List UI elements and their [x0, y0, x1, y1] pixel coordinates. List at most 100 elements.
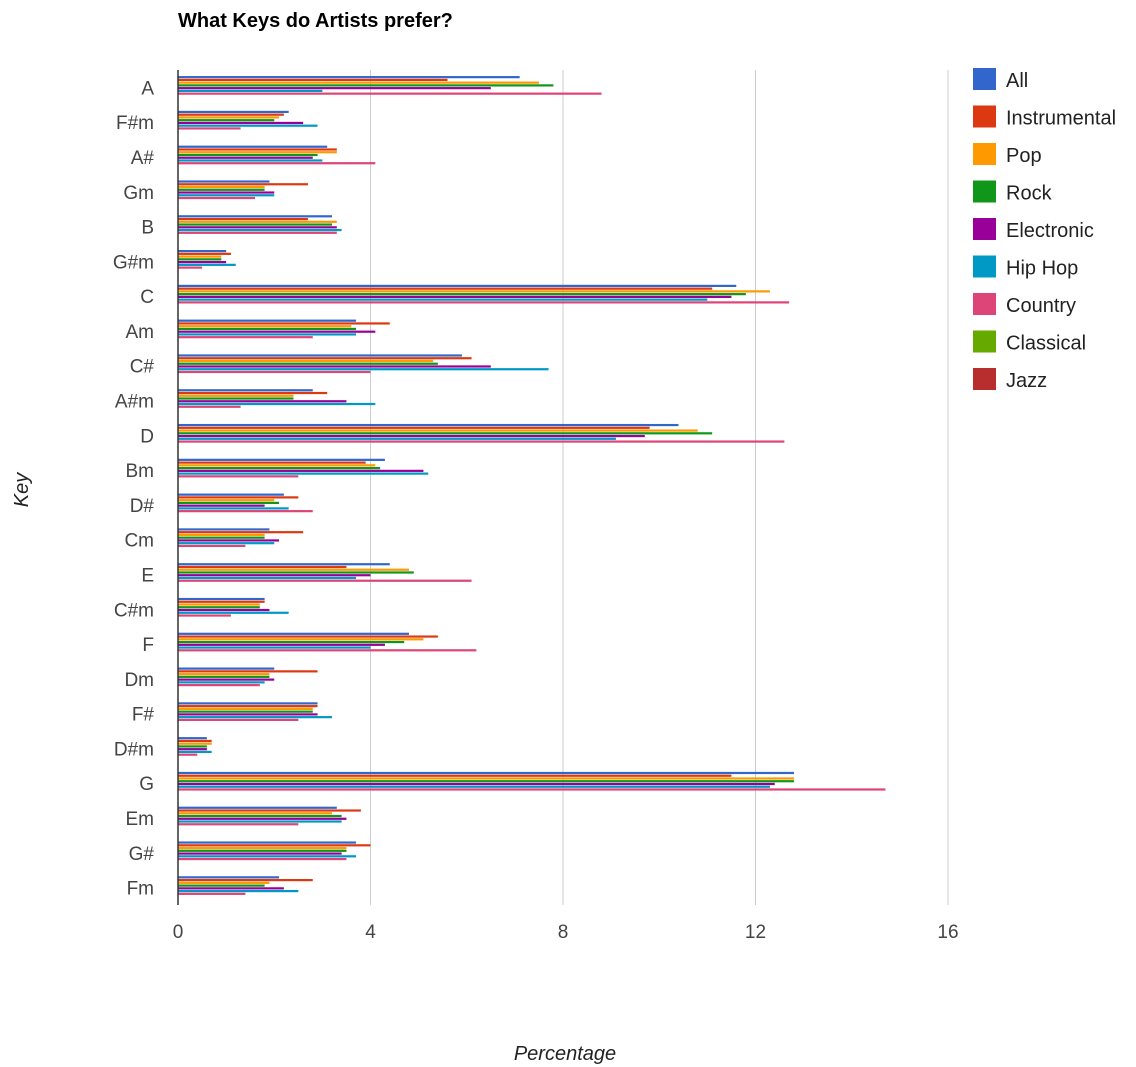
bar — [178, 183, 308, 186]
bar — [178, 841, 357, 844]
bar — [178, 606, 260, 609]
bar — [178, 774, 732, 777]
bar — [178, 568, 409, 571]
bar — [178, 180, 270, 183]
bar — [178, 742, 212, 745]
y-tick-label: G#m — [113, 252, 154, 273]
bar — [178, 231, 337, 234]
bar — [178, 159, 323, 162]
y-tick-label: F#m — [116, 113, 154, 134]
bar — [178, 194, 275, 197]
legend-label: Electronic — [1006, 220, 1094, 242]
bar — [178, 844, 371, 847]
bar — [178, 745, 207, 748]
bar — [178, 461, 366, 464]
bar — [178, 228, 342, 232]
bar — [178, 405, 241, 408]
y-tick-label: Bm — [126, 461, 155, 482]
bar — [178, 710, 313, 713]
bar — [178, 295, 732, 298]
legend-label: Instrumental — [1006, 108, 1116, 130]
bar — [178, 226, 337, 229]
bar — [178, 191, 275, 194]
bar — [178, 319, 357, 322]
bar — [178, 469, 424, 472]
y-tick-label: Gm — [123, 183, 154, 204]
bar — [178, 357, 472, 360]
gridlines — [370, 70, 949, 905]
legend-label: Pop — [1006, 145, 1042, 167]
bar — [178, 579, 472, 582]
bar — [178, 78, 448, 81]
bar — [178, 258, 222, 261]
bar — [178, 681, 265, 684]
bar — [178, 852, 342, 855]
legend-swatch — [973, 218, 996, 240]
bar — [178, 611, 289, 614]
bar — [178, 536, 265, 539]
bar — [178, 565, 347, 569]
legend-label: Jazz — [1006, 370, 1047, 392]
bar — [178, 884, 265, 887]
legend-swatch — [973, 105, 996, 128]
y-tick-label: D# — [130, 496, 155, 517]
bar — [178, 359, 434, 363]
bar — [178, 92, 602, 95]
bar — [178, 632, 409, 635]
bar — [178, 119, 275, 122]
bar — [178, 185, 265, 189]
bar — [178, 876, 280, 879]
bar — [178, 574, 371, 577]
bar — [178, 250, 227, 253]
bar — [178, 391, 328, 395]
bar — [178, 640, 405, 644]
bar — [178, 750, 212, 754]
bar — [178, 753, 198, 756]
bar — [178, 196, 255, 200]
bar — [178, 881, 270, 884]
x-tick-labels: 0 4 8 12 16 — [173, 922, 959, 943]
bar — [178, 263, 236, 266]
y-tick-label: Em — [126, 809, 155, 830]
bar — [178, 501, 280, 504]
x-tick-label: 0 — [173, 922, 184, 943]
bar — [178, 493, 284, 496]
y-tick-label: A#m — [115, 392, 154, 413]
bar — [178, 788, 886, 791]
x-tick-label: 4 — [365, 922, 376, 943]
bar — [178, 533, 265, 537]
bar — [178, 322, 390, 325]
bar — [178, 87, 491, 90]
bar — [178, 330, 376, 333]
bar — [178, 887, 284, 890]
y-tick-label: C — [140, 287, 154, 308]
bar — [178, 785, 770, 788]
bar — [178, 716, 332, 719]
bar — [178, 301, 790, 304]
bar — [178, 145, 328, 148]
bar — [178, 127, 241, 130]
bar — [178, 603, 260, 606]
bar — [178, 475, 299, 478]
y-tick-label: A — [141, 78, 154, 99]
legend: All Instrumental Pop Rock Electronic Hip Hop C… — [973, 68, 1116, 392]
bar — [178, 287, 713, 290]
bar — [178, 362, 438, 365]
y-tick-label: D#m — [114, 739, 154, 760]
bar — [178, 290, 770, 293]
legend-label: Classical — [1006, 333, 1086, 355]
bar — [178, 879, 313, 882]
bar — [178, 737, 207, 740]
x-tick-label: 16 — [937, 922, 958, 943]
bar — [178, 124, 318, 127]
bar — [178, 397, 294, 400]
bar — [178, 649, 477, 652]
bar — [178, 542, 275, 545]
legend-swatch — [973, 368, 996, 390]
legend-label: All — [1006, 70, 1028, 92]
bar — [178, 327, 357, 331]
bar — [178, 402, 376, 406]
bar — [178, 467, 381, 470]
legend-swatch — [973, 180, 996, 203]
